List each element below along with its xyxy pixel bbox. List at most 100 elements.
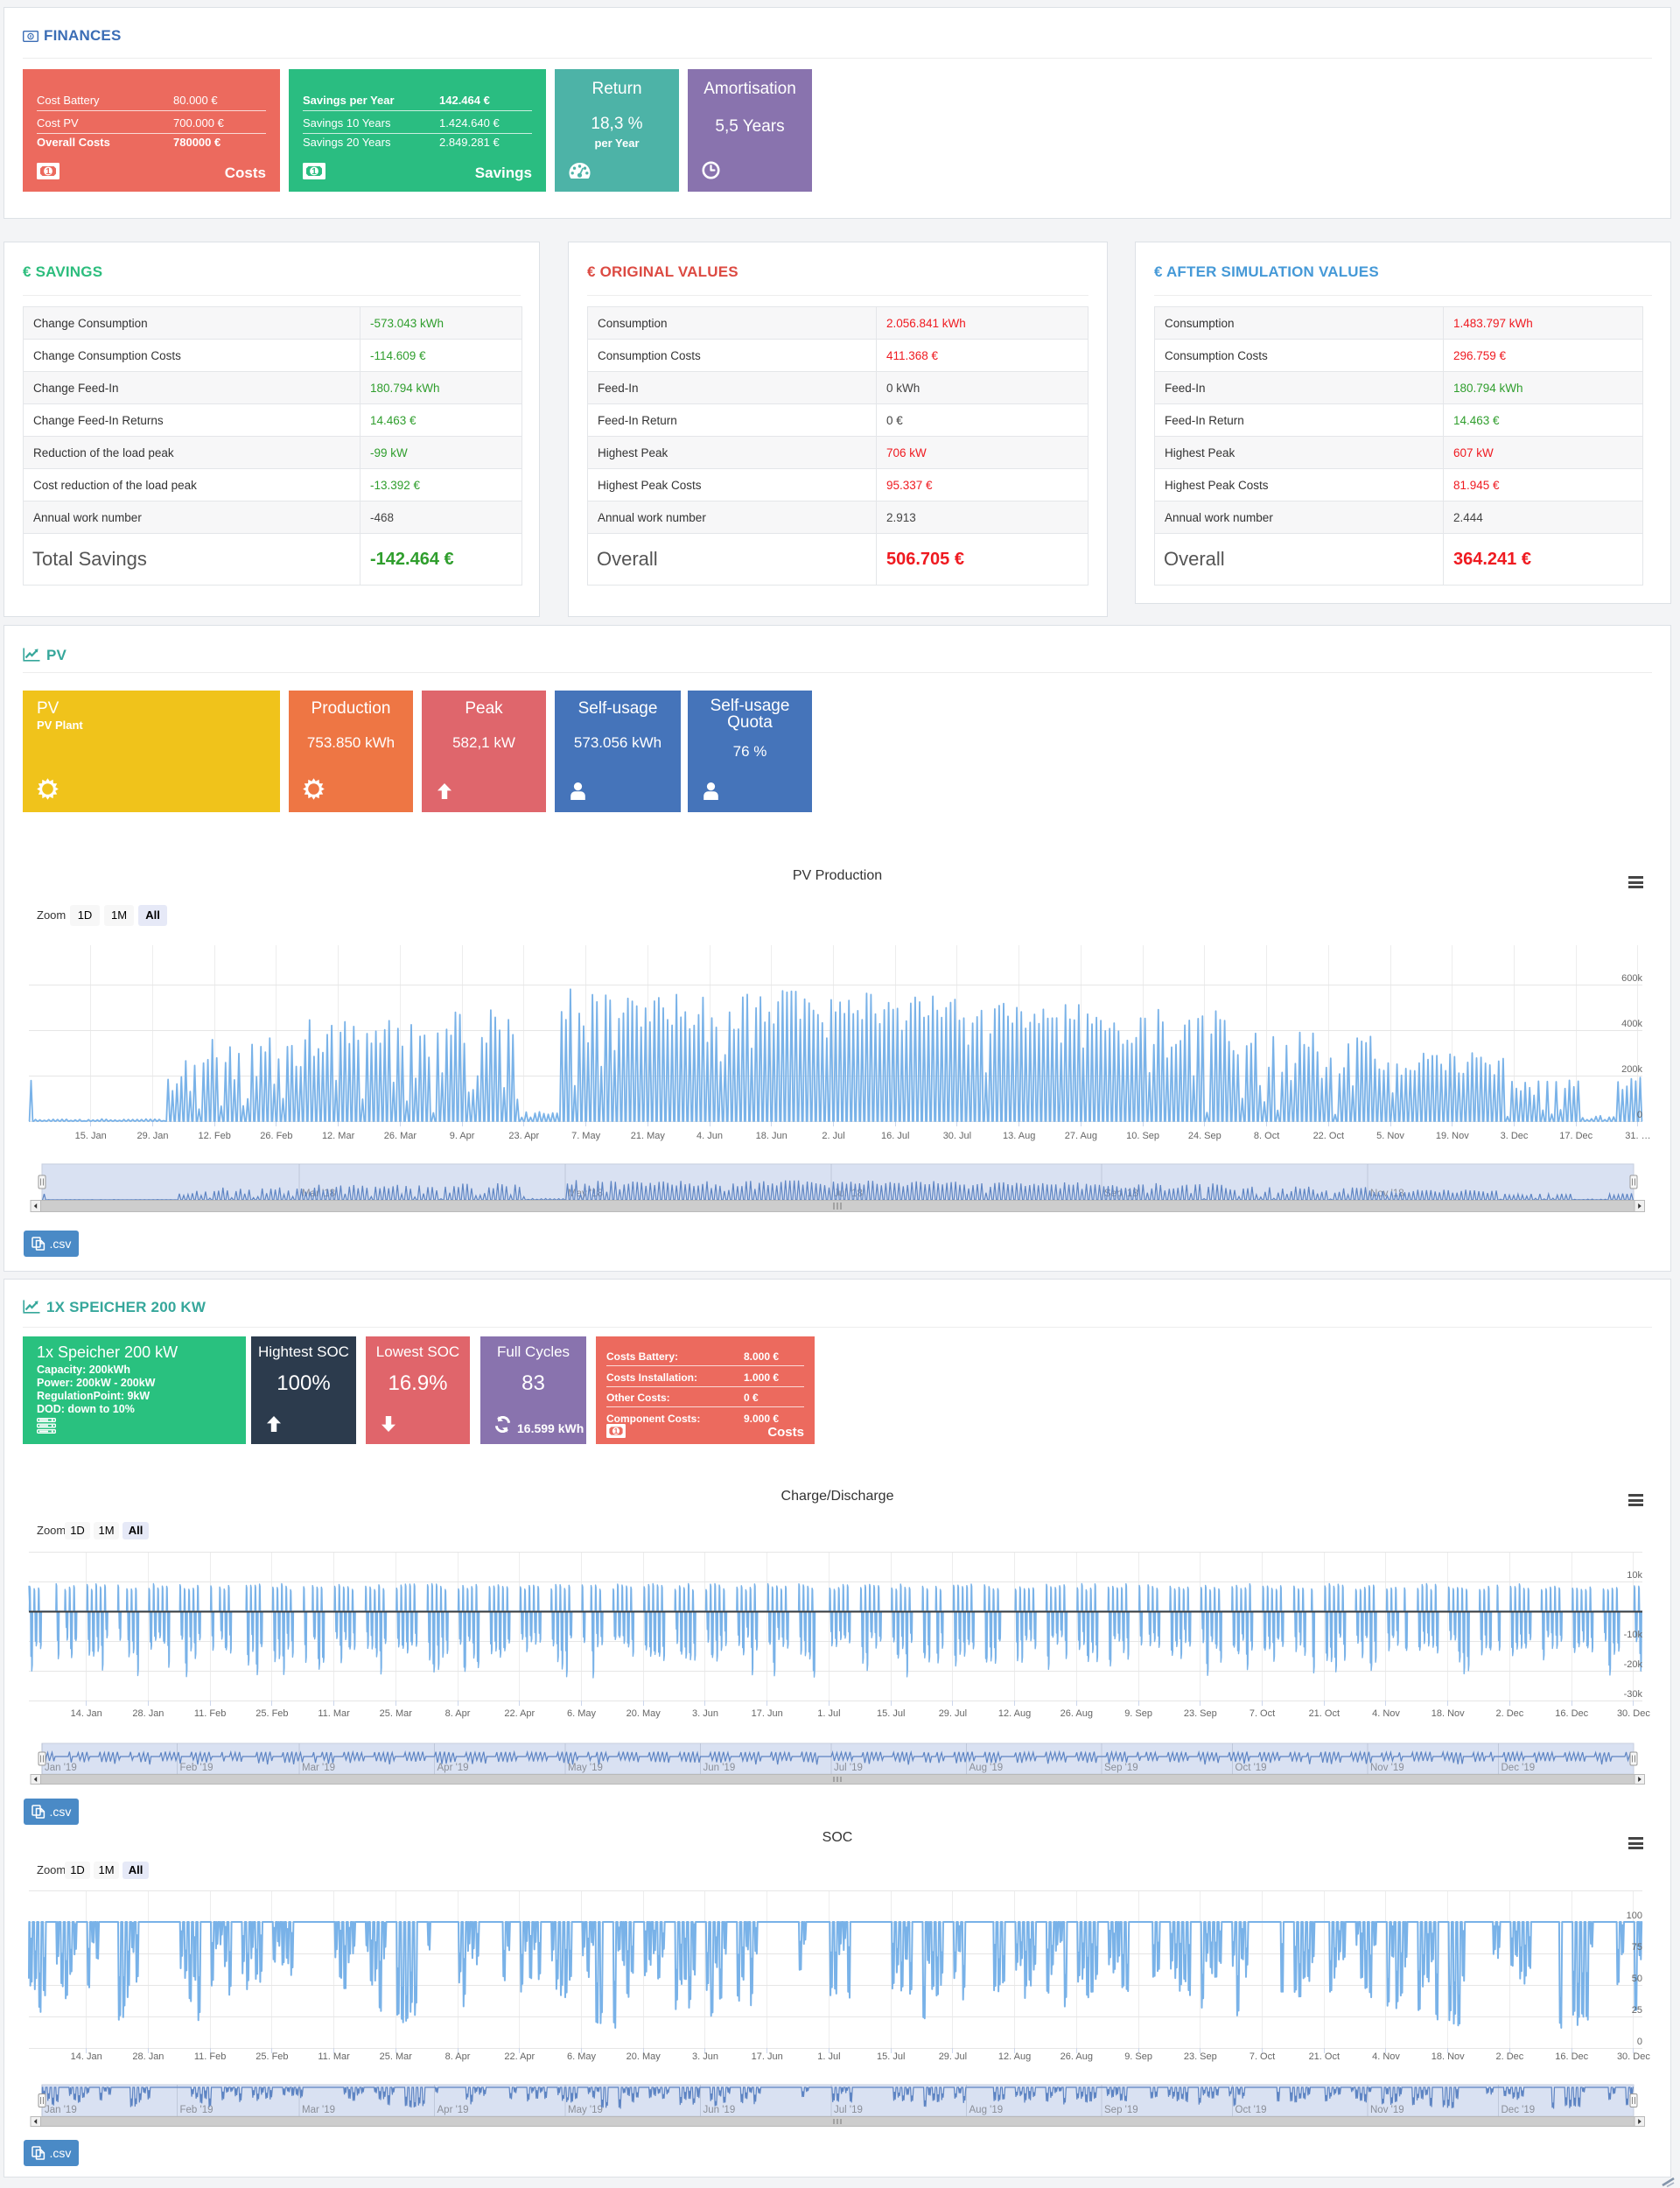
svg-text:23. Sep: 23. Sep bbox=[1184, 2051, 1217, 2062]
svg-text:2. Jul: 2. Jul bbox=[822, 1131, 844, 1141]
svg-text:May '19: May '19 bbox=[568, 1763, 603, 1773]
svg-text:Aug '19: Aug '19 bbox=[970, 2105, 1004, 2115]
svg-text:Oct '19: Oct '19 bbox=[1236, 2105, 1267, 2115]
svg-text:2. Dec: 2. Dec bbox=[1496, 1708, 1524, 1719]
svg-text:400k: 400k bbox=[1621, 1019, 1642, 1029]
svg-text:12. Feb: 12. Feb bbox=[199, 1131, 231, 1141]
svg-text:14. Jan: 14. Jan bbox=[71, 2051, 102, 2062]
svg-text:Oct '19: Oct '19 bbox=[1236, 1763, 1267, 1773]
svg-text:22. Apr: 22. Apr bbox=[504, 1708, 535, 1719]
svg-text:Nov '19: Nov '19 bbox=[1370, 1763, 1404, 1773]
svg-text:3. Dec: 3. Dec bbox=[1501, 1131, 1529, 1141]
svg-text:50: 50 bbox=[1632, 1974, 1642, 1984]
svg-text:17. Jun: 17. Jun bbox=[752, 1708, 783, 1719]
svg-text:Jan '19: Jan '19 bbox=[45, 2105, 77, 2115]
svg-text:12. Aug: 12. Aug bbox=[998, 2051, 1031, 2062]
svg-text:9. Sep: 9. Sep bbox=[1124, 2051, 1152, 2062]
svg-text:12. Mar: 12. Mar bbox=[322, 1131, 355, 1141]
svg-text:25. Mar: 25. Mar bbox=[380, 2051, 413, 2062]
svg-text:Jul '19: Jul '19 bbox=[834, 1763, 863, 1773]
svg-text:18. Nov: 18. Nov bbox=[1432, 1708, 1465, 1719]
svg-text:9. Apr: 9. Apr bbox=[450, 1131, 475, 1141]
svg-text:16. Dec: 16. Dec bbox=[1555, 1708, 1588, 1719]
svg-text:Feb '19: Feb '19 bbox=[180, 2105, 214, 2115]
svg-text:28. Jan: 28. Jan bbox=[132, 2051, 164, 2062]
svg-text:11. Mar: 11. Mar bbox=[318, 2051, 350, 2062]
svg-text:8. Apr: 8. Apr bbox=[445, 2051, 471, 2062]
svg-text:1: 1 bbox=[312, 167, 317, 177]
svg-text:-30k: -30k bbox=[1624, 1689, 1643, 1700]
svg-text:21. Oct: 21. Oct bbox=[1309, 1708, 1340, 1719]
svg-text:Apr '19: Apr '19 bbox=[438, 2105, 469, 2115]
svg-text:75: 75 bbox=[1632, 1942, 1642, 1953]
svg-text:16. Jul: 16. Jul bbox=[881, 1131, 909, 1141]
svg-text:30. Dec: 30. Dec bbox=[1617, 1708, 1650, 1719]
svg-text:3. Jun: 3. Jun bbox=[692, 1708, 718, 1719]
svg-text:2. Dec: 2. Dec bbox=[1496, 2051, 1524, 2062]
svg-text:23. Apr: 23. Apr bbox=[508, 1131, 539, 1141]
svg-text:15. Jul: 15. Jul bbox=[877, 2051, 905, 2062]
svg-text:Feb '19: Feb '19 bbox=[180, 1763, 214, 1773]
svg-text:1: 1 bbox=[614, 1427, 619, 1435]
svg-text:17. Dec: 17. Dec bbox=[1559, 1131, 1592, 1141]
svg-text:Aug '19: Aug '19 bbox=[970, 1763, 1004, 1773]
svg-text:Mar '19: Mar '19 bbox=[302, 2105, 335, 2115]
svg-text:Jun '19: Jun '19 bbox=[704, 2105, 736, 2115]
svg-text:29. Jul: 29. Jul bbox=[939, 2051, 967, 2062]
svg-text:-20k: -20k bbox=[1624, 1659, 1643, 1670]
svg-text:Jun '19: Jun '19 bbox=[704, 1763, 736, 1773]
svg-text:11. Feb: 11. Feb bbox=[194, 1708, 227, 1719]
svg-text:25. Mar: 25. Mar bbox=[380, 1708, 413, 1719]
svg-text:6. May: 6. May bbox=[567, 2051, 597, 2062]
svg-text:Sep '19: Sep '19 bbox=[1104, 1763, 1138, 1773]
svg-text:29. Jan: 29. Jan bbox=[136, 1131, 168, 1141]
svg-text:6. May: 6. May bbox=[567, 1708, 597, 1719]
svg-text:Jan '19: Jan '19 bbox=[45, 1763, 77, 1773]
svg-text:25. Feb: 25. Feb bbox=[256, 2051, 288, 2062]
svg-text:3. Jun: 3. Jun bbox=[692, 2051, 718, 2062]
svg-text:23. Sep: 23. Sep bbox=[1184, 1708, 1217, 1719]
svg-text:20. May: 20. May bbox=[626, 1708, 662, 1719]
svg-text:Sep '19: Sep '19 bbox=[1104, 2105, 1138, 2115]
svg-text:Jul '19: Jul '19 bbox=[834, 2105, 863, 2115]
svg-text:26. Feb: 26. Feb bbox=[260, 1131, 292, 1141]
svg-text:22. Apr: 22. Apr bbox=[504, 2051, 535, 2062]
svg-text:1: 1 bbox=[46, 167, 51, 177]
svg-text:13. Aug: 13. Aug bbox=[1003, 1131, 1035, 1141]
svg-text:Nov '19: Nov '19 bbox=[1370, 2105, 1404, 2115]
svg-text:20. May: 20. May bbox=[626, 2051, 662, 2062]
svg-text:18. Nov: 18. Nov bbox=[1432, 2051, 1465, 2062]
svg-text:Mar '19: Mar '19 bbox=[302, 1763, 335, 1773]
svg-text:29. Jul: 29. Jul bbox=[939, 1708, 967, 1719]
svg-text:1. Jul: 1. Jul bbox=[817, 1708, 840, 1719]
svg-text:10. Sep: 10. Sep bbox=[1126, 1131, 1159, 1141]
svg-text:30. Dec: 30. Dec bbox=[1617, 2051, 1650, 2062]
svg-text:5. Nov: 5. Nov bbox=[1376, 1131, 1404, 1141]
svg-text:25: 25 bbox=[1632, 2005, 1642, 2016]
svg-text:1. Jul: 1. Jul bbox=[817, 2051, 840, 2062]
svg-text:8. Oct: 8. Oct bbox=[1254, 1131, 1279, 1141]
svg-text:10k: 10k bbox=[1627, 1570, 1642, 1581]
svg-text:7. Oct: 7. Oct bbox=[1250, 2051, 1275, 2062]
svg-text:26. Mar: 26. Mar bbox=[384, 1131, 417, 1141]
svg-text:14. Jan: 14. Jan bbox=[71, 1708, 102, 1719]
svg-text:600k: 600k bbox=[1621, 973, 1642, 984]
svg-text:31. …: 31. … bbox=[1625, 1131, 1650, 1141]
svg-text:16. Dec: 16. Dec bbox=[1555, 2051, 1588, 2062]
svg-text:Dec '19: Dec '19 bbox=[1502, 2105, 1536, 2115]
svg-text:26. Aug: 26. Aug bbox=[1060, 2051, 1093, 2062]
svg-text:100: 100 bbox=[1627, 1911, 1642, 1921]
svg-text:Dec '19: Dec '19 bbox=[1502, 1763, 1536, 1773]
svg-text:4. Nov: 4. Nov bbox=[1372, 2051, 1400, 2062]
svg-text:8. Apr: 8. Apr bbox=[445, 1708, 471, 1719]
svg-text:0: 0 bbox=[1637, 1110, 1642, 1120]
svg-text:11. Feb: 11. Feb bbox=[194, 2051, 227, 2062]
svg-text:22. Oct: 22. Oct bbox=[1313, 1131, 1344, 1141]
svg-text:200k: 200k bbox=[1621, 1064, 1642, 1075]
svg-text:18. Jun: 18. Jun bbox=[756, 1131, 788, 1141]
svg-text:21. May: 21. May bbox=[631, 1131, 666, 1141]
svg-text:25. Feb: 25. Feb bbox=[256, 1708, 288, 1719]
svg-text:12. Aug: 12. Aug bbox=[998, 1708, 1031, 1719]
svg-text:28. Jan: 28. Jan bbox=[132, 1708, 164, 1719]
svg-text:30. Jul: 30. Jul bbox=[943, 1131, 971, 1141]
